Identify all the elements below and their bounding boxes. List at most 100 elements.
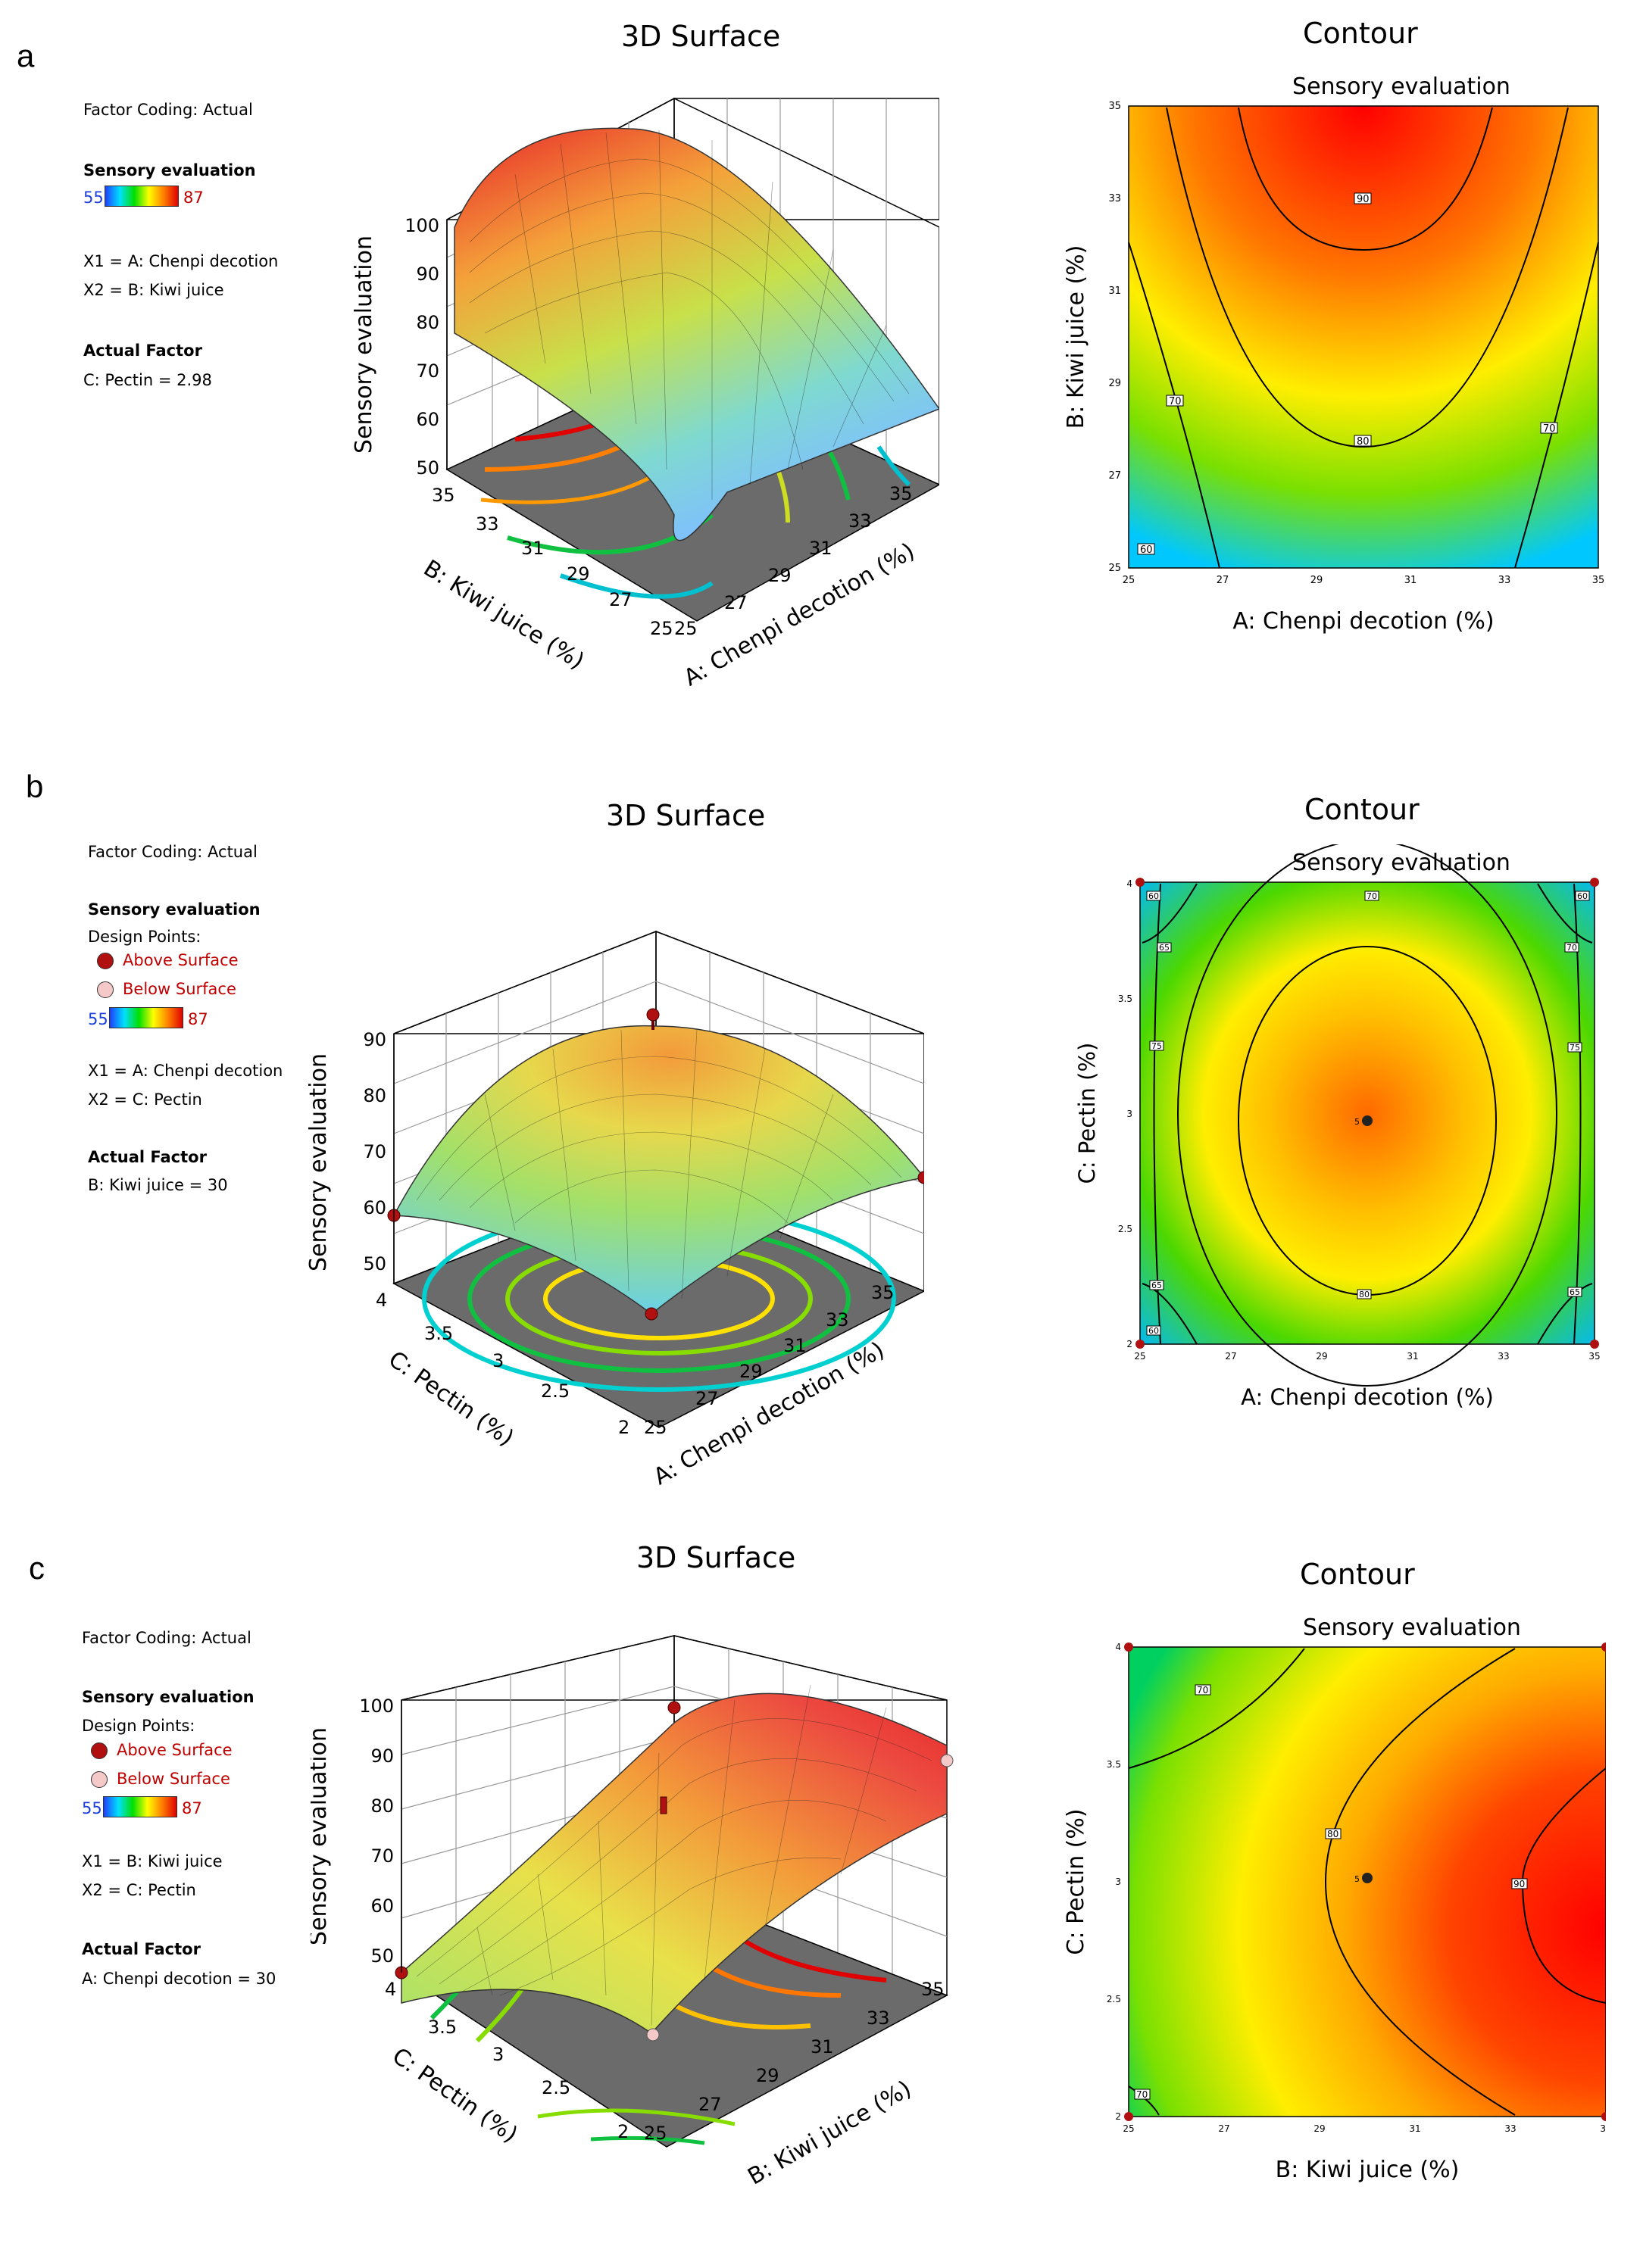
center-point-label: 5 — [1354, 1874, 1360, 1884]
x2-definition: X2 = C: Pectin — [88, 1090, 202, 1109]
design-point-above — [645, 1307, 658, 1321]
contour-level-label: 80 — [1359, 1290, 1370, 1299]
design-points-label: Design Points: — [88, 928, 201, 946]
above-surface-dot — [97, 953, 114, 969]
z-tick-label: 70 — [363, 1141, 386, 1162]
contour-level-label: 80 — [1327, 1829, 1338, 1839]
contour-x-label: B: Kiwi juice (%) — [1276, 2157, 1460, 2183]
contour-level-label: 60 — [1148, 1326, 1159, 1336]
above-surface-key: Above Surface — [97, 953, 239, 969]
contour-level-label: 75 — [1151, 1041, 1162, 1051]
contour-y-tick: 31 — [1108, 285, 1121, 297]
contour-level-label: 65 — [1159, 943, 1170, 953]
contour-y-tick: 4 — [1115, 1642, 1121, 1652]
contour-level-label: 70 — [1367, 891, 1377, 901]
x-tick-label: 35 — [889, 483, 913, 504]
range-max: 87 — [182, 1799, 202, 1817]
surface-plot-b: 90 80 70 60 50 Sensory evaluation 4 3.5 … — [305, 930, 924, 1490]
x-tick-label: 27 — [724, 592, 748, 613]
z-tick-label: 90 — [416, 264, 439, 285]
contour-level-label: 75 — [1570, 1043, 1580, 1053]
z-axis-label: Sensory evaluation — [311, 1727, 332, 1945]
below-surface-dot — [91, 1771, 108, 1788]
contour-x-label: A: Chenpi decotion (%) — [1241, 1384, 1494, 1410]
contour-subtitle: Sensory evaluation — [1292, 850, 1510, 876]
contour-plot-b: Sensory evaluation 5 60 65 75 70 80 75 7… — [1074, 844, 1601, 1410]
x-tick-label: 35 — [921, 1979, 945, 2000]
y-tick-label: 2.5 — [542, 2077, 570, 2098]
surface-title-a: 3D Surface — [621, 20, 781, 53]
z-tick-label: 50 — [363, 1253, 386, 1274]
y-tick-label: 3 — [492, 2044, 504, 2065]
contour-x-tick: 27 — [1225, 1351, 1236, 1362]
y-tick-label: 3.5 — [424, 1323, 453, 1344]
x-tick-label: 25 — [644, 1417, 667, 1438]
panel-label-a: a — [17, 38, 35, 73]
contour-x-tick: 35 — [1588, 1351, 1600, 1362]
above-surface-key: Above Surface — [91, 1742, 233, 1759]
range-min: 55 — [82, 1799, 102, 1817]
z-tick-label: 70 — [370, 1845, 394, 1867]
range-min: 55 — [83, 189, 104, 207]
z-axis-label: Sensory evaluation — [305, 1053, 332, 1271]
surface-title-b: 3D Surface — [606, 799, 766, 832]
design-point-above — [646, 1008, 660, 1022]
contour-y-tick: 4 — [1126, 878, 1132, 889]
actual-factor-title: Actual Factor — [83, 342, 202, 360]
z-tick-label: 60 — [370, 1895, 394, 1917]
contour-level-label: 60 — [1148, 891, 1159, 901]
contour-x-tick: 29 — [1316, 1351, 1327, 1362]
z-tick-label: 60 — [416, 409, 439, 430]
contour-subtitle: Sensory evaluation — [1292, 73, 1510, 100]
y-axis-label: B: Kiwi juice (%) — [419, 555, 589, 675]
contour-y-tick: 3 — [1115, 1876, 1121, 1887]
y-tick-label: 3.5 — [428, 2017, 457, 2038]
contour-x-tick: 31 — [1407, 1351, 1418, 1362]
y-tick-label: 4 — [376, 1290, 387, 1311]
contour-level-label: 70 — [1566, 943, 1577, 953]
actual-factor-title: Actual Factor — [88, 1148, 207, 1166]
contour-level-label: 70 — [1543, 423, 1556, 435]
factor-coding: Factor Coding: Actual — [82, 1629, 251, 1647]
range-min: 55 — [88, 1010, 108, 1028]
contour-y-tick: 3 — [1126, 1109, 1132, 1119]
contour-x-tick: 33 — [1504, 2123, 1516, 2134]
panel-c: c Factor Coding: Actual Sensory evaluati… — [0, 1541, 1643, 2268]
contour-y-tick: 29 — [1108, 378, 1121, 389]
contour-y-tick: 2 — [1126, 1339, 1132, 1349]
x2-definition: X2 = C: Pectin — [82, 1881, 196, 1899]
contour-x-tick: 31 — [1404, 575, 1417, 586]
y-tick-label: 3 — [492, 1350, 504, 1371]
contour-level-label: 60 — [1140, 544, 1153, 556]
contour-y-tick: 3.5 — [1118, 994, 1132, 1004]
response-name: Sensory evaluation — [82, 1688, 255, 1706]
y-tick-label: 2 — [618, 1417, 629, 1438]
contour-title-a: Contour — [1303, 17, 1418, 50]
x2-definition: X2 = B: Kiwi juice — [83, 281, 224, 299]
y-tick-label: 2 — [617, 2121, 629, 2142]
above-surface-label: Above Surface — [117, 1741, 233, 1759]
x-tick-label: 27 — [695, 1388, 719, 1409]
x-tick-label: 29 — [739, 1361, 763, 1382]
factor-coding: Factor Coding: Actual — [88, 843, 258, 861]
contour-x-tick: 29 — [1310, 575, 1323, 586]
x-tick-label: 29 — [768, 565, 792, 586]
y-tick-label: 35 — [432, 485, 455, 506]
y-tick-label: 27 — [609, 589, 633, 610]
z-tick-label: 100 — [405, 215, 439, 236]
contour-level-label: 65 — [1151, 1281, 1162, 1290]
x-tick-label: 33 — [848, 510, 872, 532]
z-tick-label: 50 — [370, 1945, 394, 1967]
x-tick-label: 33 — [867, 2008, 890, 2029]
contour-x-tick: 33 — [1498, 575, 1511, 586]
contour-y-tick: 3.5 — [1107, 1759, 1121, 1770]
below-surface-label: Below Surface — [117, 1770, 230, 1788]
below-surface-key: Below Surface — [97, 981, 236, 998]
range-max: 87 — [188, 1010, 208, 1028]
above-surface-dot — [91, 1742, 108, 1759]
contour-y-tick: 2 — [1115, 2111, 1121, 2122]
x-axis-label: B: Kiwi juice (%) — [743, 2076, 916, 2191]
below-surface-key: Below Surface — [91, 1771, 230, 1788]
contour-level-label: 70 — [1169, 396, 1182, 407]
contour-level-label: 90 — [1513, 1879, 1525, 1889]
